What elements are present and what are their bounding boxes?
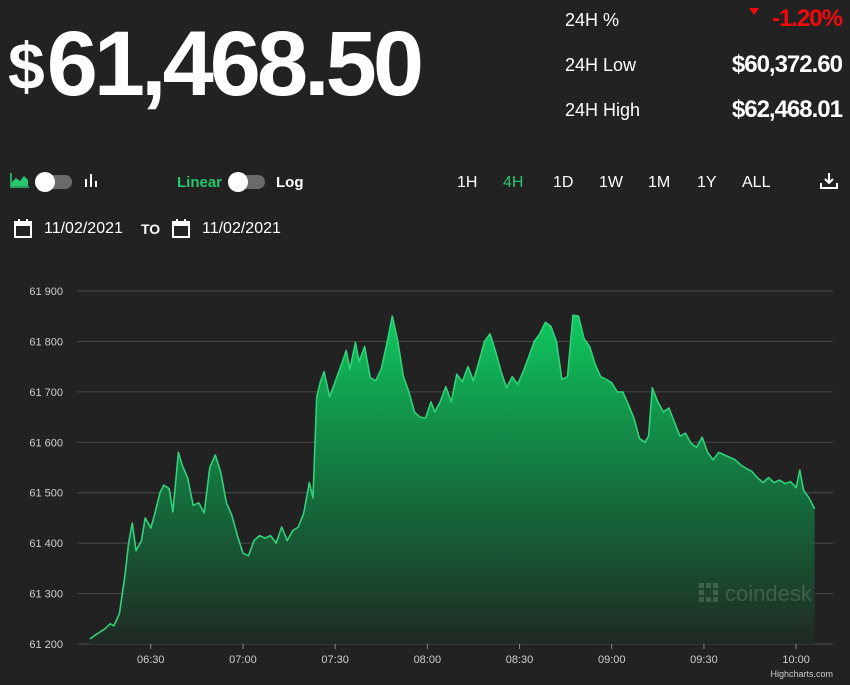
x-tick-label: 09:00 [598, 654, 626, 666]
download-icon[interactable] [820, 172, 838, 190]
low-label: 24H Low [565, 55, 637, 75]
bar-chart-icon[interactable] [84, 172, 98, 188]
calendar-from-icon[interactable] [14, 219, 32, 238]
x-tick-label: 10:00 [782, 654, 810, 666]
current-price: $61,468.50 [8, 18, 424, 110]
calendar-to-icon[interactable] [172, 219, 190, 238]
y-tick-label: 61 800 [29, 336, 63, 348]
x-tick-label: 09:30 [690, 654, 718, 666]
change-label: 24H % [565, 10, 620, 30]
y-tick-label: 61 700 [29, 387, 63, 399]
y-tick-label: 61 500 [29, 488, 63, 500]
date-to-label: TO [141, 221, 161, 237]
toggle-knob [35, 172, 55, 192]
x-tick-label: 08:30 [506, 654, 534, 666]
x-tick-label: 07:30 [321, 654, 349, 666]
range-1m-button[interactable]: 1M [648, 174, 671, 191]
range-1w-button[interactable]: 1W [599, 174, 623, 191]
x-tick-label: 08:00 [414, 654, 442, 666]
change-value: -1.20% [771, 5, 843, 32]
date-from[interactable]: 11/02/2021 [44, 220, 123, 237]
toggle-knob [228, 172, 248, 192]
y-tick-label: 61 400 [29, 538, 63, 550]
range-1d-button[interactable]: 1D [553, 174, 574, 191]
price-area [89, 315, 815, 644]
x-tick-label: 06:30 [137, 654, 165, 666]
range-1h-button[interactable]: 1H [457, 174, 478, 191]
low-value: $60,372.60 [731, 51, 843, 78]
price-line[interactable] [89, 314, 816, 640]
price-value: 61,468.50 [46, 13, 424, 115]
range-all-button[interactable]: ALL [742, 174, 771, 191]
scale-toggle[interactable] [228, 172, 265, 192]
y-tick-label: 61 300 [29, 589, 63, 601]
y-tick-label: 61 200 [29, 639, 63, 651]
date-to[interactable]: 11/02/2021 [202, 220, 281, 237]
y-tick-label: 61 600 [29, 437, 63, 449]
watermark-text: coindesk [725, 581, 813, 606]
high-value: $62,468.01 [731, 96, 843, 123]
high-label: 24H High [565, 100, 641, 120]
scale-log-label[interactable]: Log [276, 174, 304, 191]
range-4h-button[interactable]: 4H [503, 174, 524, 191]
down-arrow-icon [749, 8, 759, 15]
range-1y-button[interactable]: 1Y [697, 174, 717, 191]
scale-linear-label[interactable]: Linear [177, 174, 223, 191]
y-tick-label: 61 900 [29, 286, 63, 298]
chart-type-toggle[interactable] [35, 172, 72, 192]
area-chart-icon[interactable] [10, 172, 30, 188]
x-tick-label: 07:00 [229, 654, 257, 666]
chart-credit[interactable]: Highcharts.com [770, 669, 833, 679]
coindesk-logo-icon [699, 583, 718, 602]
currency-symbol: $ [8, 29, 45, 103]
